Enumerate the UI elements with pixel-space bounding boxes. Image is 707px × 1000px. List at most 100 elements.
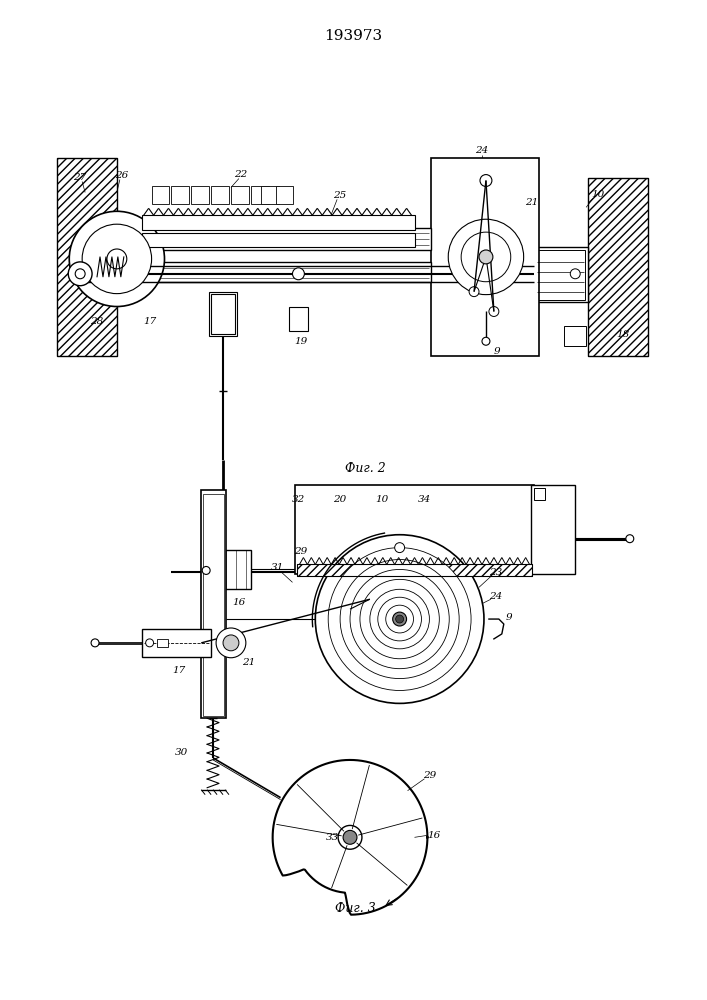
Circle shape <box>461 232 510 282</box>
Circle shape <box>386 605 414 633</box>
Bar <box>298 564 532 576</box>
Circle shape <box>360 579 439 659</box>
Bar <box>57 158 117 356</box>
Text: 20: 20 <box>334 495 346 504</box>
Circle shape <box>216 628 246 658</box>
Circle shape <box>370 589 429 649</box>
Text: 28: 28 <box>90 317 104 326</box>
Bar <box>201 550 251 589</box>
Text: Фиг. 3: Фиг. 3 <box>334 902 375 915</box>
Text: 18: 18 <box>617 330 629 339</box>
Bar <box>231 186 249 204</box>
Bar <box>431 158 539 356</box>
Text: 16: 16 <box>233 598 245 607</box>
Bar <box>534 247 588 302</box>
Text: 9: 9 <box>493 347 500 356</box>
Text: 33: 33 <box>325 833 339 842</box>
Bar <box>261 186 279 204</box>
Bar <box>141 233 414 247</box>
Text: Фиг. 2: Фиг. 2 <box>344 462 385 475</box>
Bar <box>588 178 648 356</box>
Text: 27: 27 <box>74 173 87 182</box>
Circle shape <box>69 211 165 307</box>
Circle shape <box>75 269 85 279</box>
Bar <box>298 564 532 576</box>
Bar <box>141 629 211 657</box>
Text: 19: 19 <box>294 337 307 346</box>
Bar <box>564 326 586 346</box>
Circle shape <box>482 337 490 345</box>
Bar <box>141 228 431 250</box>
Bar <box>151 186 170 204</box>
Text: 21: 21 <box>525 198 538 207</box>
Circle shape <box>448 219 524 295</box>
Bar <box>288 307 308 331</box>
Bar <box>57 158 117 356</box>
Circle shape <box>107 249 127 269</box>
Bar <box>192 186 209 204</box>
Text: 24: 24 <box>475 146 489 155</box>
Circle shape <box>223 635 239 651</box>
Circle shape <box>480 175 492 186</box>
Text: 24: 24 <box>489 592 503 601</box>
Bar <box>201 490 226 718</box>
Bar <box>211 294 235 334</box>
Circle shape <box>395 543 404 553</box>
Bar <box>251 186 269 204</box>
Text: 29: 29 <box>423 771 436 780</box>
Circle shape <box>571 269 580 279</box>
Circle shape <box>350 569 449 669</box>
Bar <box>141 215 414 230</box>
Bar <box>211 186 229 204</box>
Circle shape <box>91 639 99 647</box>
Bar <box>171 186 189 204</box>
Circle shape <box>469 287 479 297</box>
Circle shape <box>293 268 305 280</box>
Circle shape <box>626 535 633 543</box>
Bar <box>211 294 235 334</box>
Text: 21: 21 <box>243 658 255 667</box>
Circle shape <box>338 825 362 849</box>
Text: 31: 31 <box>271 563 284 572</box>
Text: 16: 16 <box>428 831 441 840</box>
Text: 193973: 193973 <box>324 29 382 43</box>
Bar <box>536 250 585 300</box>
Text: 26: 26 <box>115 171 129 180</box>
Circle shape <box>69 262 92 286</box>
Bar <box>276 186 293 204</box>
Text: 22: 22 <box>234 170 247 179</box>
Circle shape <box>340 560 459 679</box>
Text: 23: 23 <box>489 568 503 577</box>
Circle shape <box>146 639 153 647</box>
Text: 29: 29 <box>294 547 307 556</box>
Circle shape <box>315 535 484 703</box>
Bar <box>530 485 575 574</box>
Bar <box>209 292 237 336</box>
Text: 17: 17 <box>143 317 156 326</box>
Text: 17: 17 <box>173 666 186 675</box>
Bar <box>203 494 224 716</box>
Bar <box>534 488 546 500</box>
Bar <box>156 639 168 647</box>
Bar <box>536 250 585 300</box>
Text: 10: 10 <box>375 495 388 504</box>
Bar <box>588 178 648 356</box>
Text: 30: 30 <box>175 748 188 757</box>
Text: 9: 9 <box>506 613 512 622</box>
Circle shape <box>396 615 404 623</box>
Bar <box>141 262 431 282</box>
Text: 34: 34 <box>418 495 431 504</box>
Circle shape <box>82 224 151 294</box>
Circle shape <box>343 830 357 844</box>
Circle shape <box>378 597 421 641</box>
Text: 32: 32 <box>292 495 305 504</box>
Bar <box>296 485 534 574</box>
Circle shape <box>489 307 499 316</box>
Circle shape <box>328 548 471 690</box>
Text: 25: 25 <box>334 191 346 200</box>
Circle shape <box>392 612 407 626</box>
Circle shape <box>479 250 493 264</box>
Text: 10: 10 <box>592 190 604 199</box>
Bar <box>203 494 224 716</box>
Circle shape <box>202 566 210 574</box>
